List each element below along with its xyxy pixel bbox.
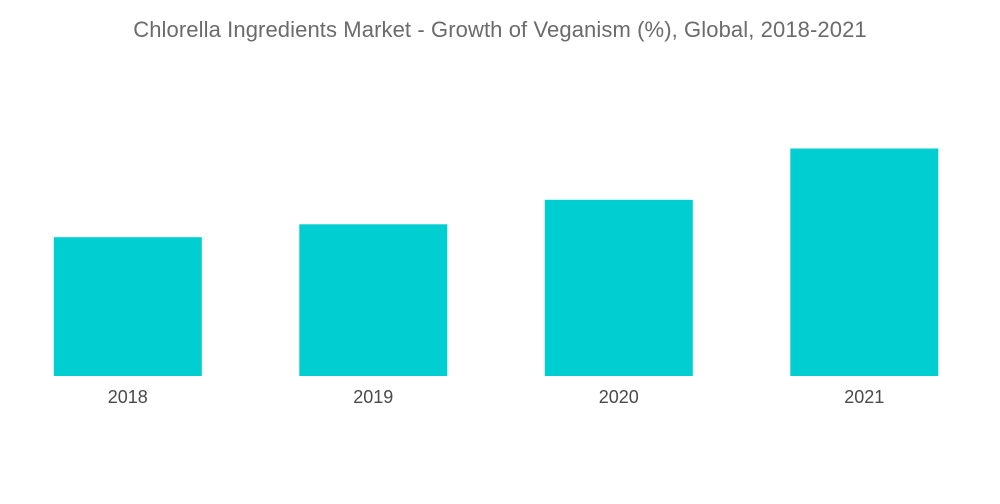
x-tick-label-2019: 2019 bbox=[353, 387, 393, 407]
bar-2019 bbox=[299, 224, 448, 376]
x-tick-label-2021: 2021 bbox=[844, 387, 884, 407]
chart-title: Chlorella Ingredients Market - Growth of… bbox=[133, 17, 867, 42]
bar-2021 bbox=[790, 148, 939, 376]
x-tick-label-2018: 2018 bbox=[108, 387, 148, 407]
bar-2020 bbox=[544, 199, 693, 376]
x-axis-labels: 2018 2019 2020 2021 bbox=[108, 387, 885, 407]
bar-2018 bbox=[53, 237, 202, 376]
bars-layer bbox=[53, 148, 939, 376]
x-tick-label-2020: 2020 bbox=[599, 387, 639, 407]
